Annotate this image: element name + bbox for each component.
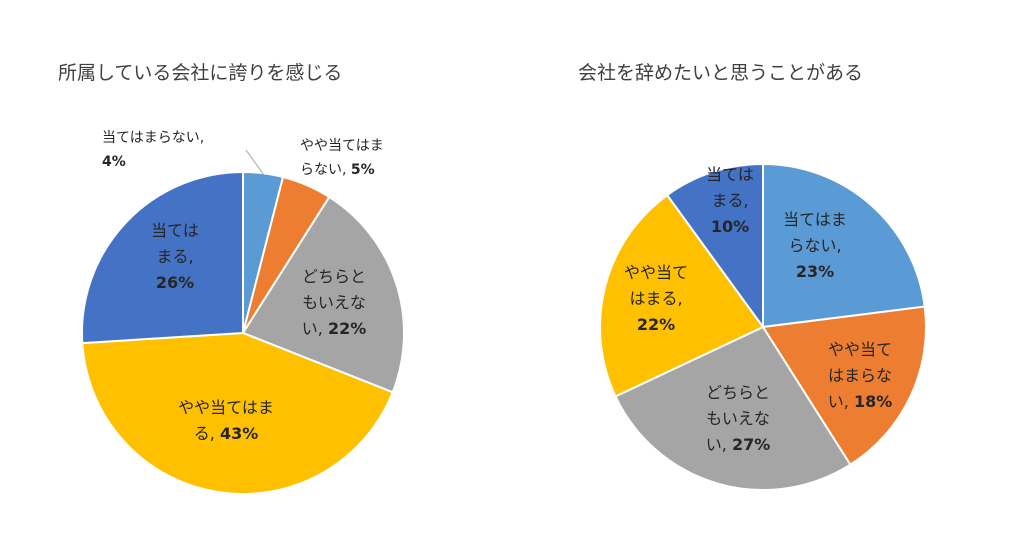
data-label-1: 当てはまらない, 23%: [783, 210, 847, 281]
pie-slice-5: [81, 170, 244, 345]
pie-chart-quit: 当てはまらない, 23% やや当てはまらない, 18% どちらともいえない, 27% や…: [598, 162, 927, 491]
data-label-5: 当てはまる, 10%: [706, 165, 754, 236]
data-label-3: どちらともいえない, 22%: [302, 267, 366, 338]
data-label-5: 当てはまる, 26%: [151, 221, 199, 292]
data-label-2: やや当てはまらない, 5%: [300, 138, 384, 178]
data-label-3: どちらともいえない, 27%: [706, 383, 770, 454]
pie-slice-1: [762, 162, 926, 329]
pie-slice-3: [614, 325, 852, 491]
data-label-4: やや当てはまる, 22%: [624, 263, 688, 334]
data-label-4: やや当てはまる, 43%: [178, 398, 274, 443]
leader-line: [245, 149, 265, 176]
data-label-2: やや当てはまらない, 18%: [828, 340, 892, 411]
chart-2-title: 会社を辞めたいと思うことがある: [578, 62, 863, 84]
chart-1-title: 所属している会社に誇りを感じる: [58, 62, 342, 84]
pie-chart-pride: 当てはまらない, 4% やや当てはまらない, 5% どちらともいえない, 22% やや当…: [81, 130, 405, 495]
pie-slice-2: [761, 305, 927, 467]
data-label-1: 当てはまらない, 4%: [102, 130, 204, 170]
pie-slice-4: [598, 193, 765, 398]
pie-slice-3: [241, 195, 405, 394]
pie-slice-5: [665, 162, 764, 331]
pie-slice-4: [81, 331, 394, 495]
